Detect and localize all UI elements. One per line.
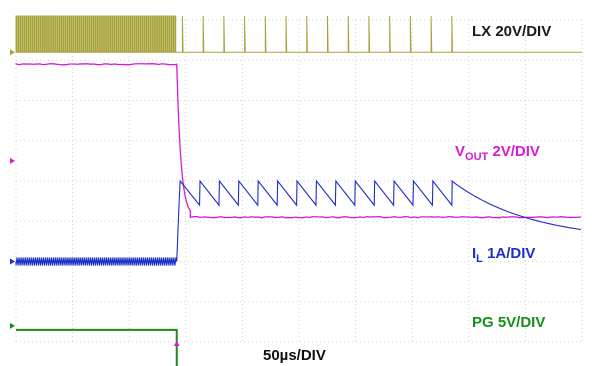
channel-markers	[10, 49, 180, 346]
vout-subscript: OUT	[465, 151, 488, 163]
vout-channel-label: VOUT 2V/DIV	[455, 143, 540, 160]
time-scale-text: 50µs/DIV	[263, 347, 326, 364]
il-scale: 1A/DIV	[487, 245, 535, 262]
channel-ground-marker	[10, 323, 15, 329]
channel-ground-marker	[10, 49, 15, 55]
il-channel-label: IL 1A/DIV	[472, 245, 535, 262]
pg-channel-label: PG 5V/DIV	[472, 314, 545, 331]
il-subscript: L	[476, 253, 483, 265]
lx-label-text: LX 20V/DIV	[472, 23, 551, 40]
vout-scale: 2V/DIV	[492, 143, 540, 160]
trigger-marker	[174, 341, 180, 346]
channel-ground-marker	[10, 259, 15, 265]
pg-label-text: PG 5V/DIV	[472, 314, 545, 331]
vout-name: V	[455, 143, 465, 160]
time-scale-label: 50µs/DIV	[263, 347, 326, 364]
graticule	[16, 20, 582, 342]
channel-ground-marker	[10, 158, 15, 164]
lx-channel-label: LX 20V/DIV	[472, 23, 551, 40]
